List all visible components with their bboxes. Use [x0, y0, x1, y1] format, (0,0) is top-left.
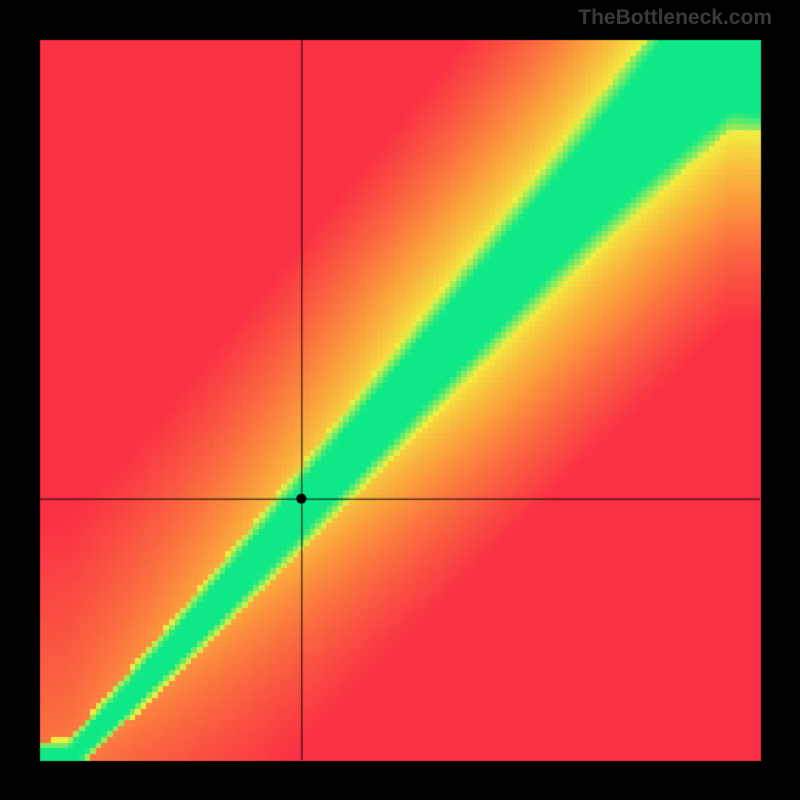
- chart-container: TheBottleneck.com: [0, 0, 800, 800]
- heatmap-canvas: [0, 0, 800, 800]
- watermark-text: TheBottleneck.com: [578, 6, 772, 30]
